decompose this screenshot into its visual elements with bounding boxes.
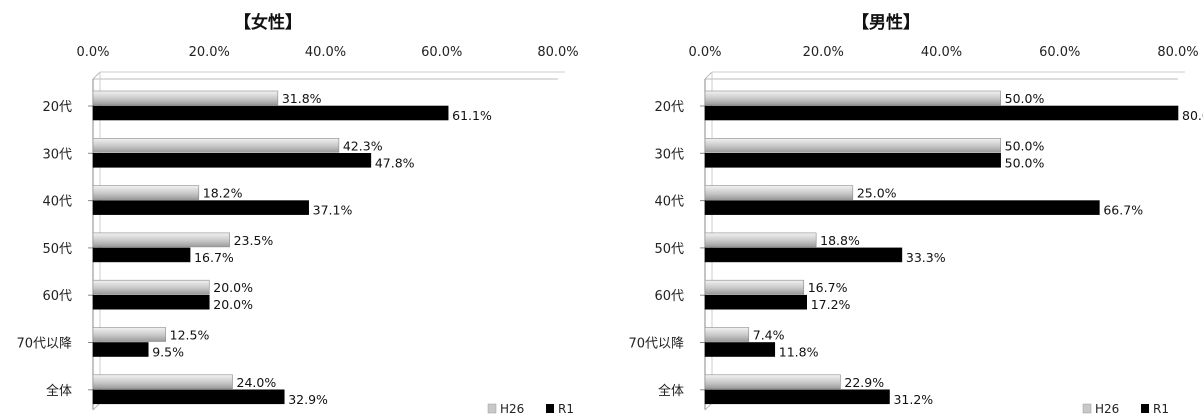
category-label: 70代以降 — [628, 337, 684, 352]
bar-r1 — [92, 153, 372, 168]
legend-label-h26: H26 — [500, 402, 524, 416]
data-label-r1: 37.1% — [313, 203, 353, 218]
plot-corner-edge — [92, 71, 101, 80]
data-label-h26: 18.2% — [203, 186, 243, 201]
bar-h26 — [704, 327, 750, 342]
data-label-h26: 12.5% — [170, 328, 210, 343]
plot-bottom-corner — [704, 402, 713, 411]
legend-label-h26: H26 — [1095, 402, 1119, 416]
category-label: 40代 — [654, 195, 684, 210]
data-label-r1: 50.0% — [1005, 155, 1045, 170]
data-label-h26: 42.3% — [343, 138, 383, 153]
chart-title: 【女性】 — [234, 12, 302, 33]
category-label: 40代 — [42, 195, 72, 210]
x-tick-label: 60.0% — [1039, 45, 1080, 60]
category-label: 70代以降 — [16, 337, 72, 352]
x-tick-label: 60.0% — [421, 45, 462, 60]
plot-bottom-corner — [92, 402, 101, 411]
legend-swatch-r1 — [546, 404, 554, 413]
bar-h26 — [92, 327, 166, 342]
data-label-h26: 18.8% — [820, 233, 860, 248]
bar-h26 — [704, 374, 841, 390]
data-label-r1: 33.3% — [906, 250, 946, 265]
data-label-r1: 9.5% — [152, 345, 184, 360]
category-label: 60代 — [42, 289, 72, 304]
bar-r1 — [704, 294, 807, 310]
bar-h26 — [92, 232, 230, 248]
x-tick-label: 80.0% — [537, 45, 578, 60]
category-label: 30代 — [42, 147, 72, 162]
plot-corner-edge — [704, 71, 713, 80]
bar-h26 — [704, 185, 854, 200]
bar-h26 — [92, 90, 279, 106]
bar-h26 — [704, 232, 817, 248]
category-label: 全体 — [46, 383, 72, 399]
legend-swatch-r1 — [1141, 404, 1149, 413]
data-label-r1: 80.0% — [1182, 108, 1203, 123]
bar-r1 — [92, 342, 149, 357]
bar-r1 — [92, 200, 309, 215]
bar-r1 — [704, 247, 903, 263]
bar-r1 — [704, 153, 1001, 168]
chart-title: 【男性】 — [852, 12, 920, 33]
x-tick-label: 20.0% — [189, 45, 230, 60]
legend-swatch-h26 — [1082, 403, 1092, 414]
data-label-r1: 47.8% — [375, 155, 415, 170]
data-label-h26: 25.0% — [857, 186, 897, 201]
data-label-r1: 61.1% — [452, 108, 492, 123]
legend-label-r1: R1 — [1153, 402, 1169, 416]
bar-h26 — [92, 138, 340, 153]
category-label: 全体 — [658, 383, 684, 399]
x-tick-label: 20.0% — [803, 45, 844, 60]
data-label-h26: 7.4% — [753, 328, 785, 343]
bar-h26 — [92, 374, 233, 390]
data-label-r1: 17.2% — [811, 297, 851, 312]
data-label-r1: 20.0% — [213, 297, 253, 312]
bar-r1 — [704, 200, 1100, 215]
data-label-h26: 50.0% — [1005, 91, 1045, 106]
bar-h26 — [92, 185, 200, 200]
legend-label-r1: R1 — [558, 402, 574, 416]
bar-r1 — [704, 389, 890, 405]
data-label-h26: 20.0% — [213, 280, 253, 295]
data-label-h26: 16.7% — [808, 280, 848, 295]
data-label-r1: 31.2% — [893, 392, 933, 407]
bar-h26 — [704, 138, 1001, 153]
data-label-h26: 24.0% — [237, 375, 277, 390]
chart-male: 【男性】 0.0% 20.0% 40.0% 60.0% 80.0% 20代 50.0% 80.0… — [628, 12, 1203, 416]
bar-r1 — [92, 105, 449, 121]
chart-female: 【女性】 0.0% 20.0% 40.0% 60.0% 80.0% 20代 31.8% 61.1… — [16, 12, 578, 416]
bar-r1 — [92, 389, 285, 405]
data-label-h26: 50.0% — [1005, 138, 1045, 153]
x-tick-label: 0.0% — [688, 45, 721, 60]
data-label-r1: 32.9% — [288, 392, 328, 407]
data-label-h26: 23.5% — [234, 233, 274, 248]
x-tick-label: 0.0% — [76, 45, 109, 60]
category-label: 30代 — [654, 147, 684, 162]
data-label-r1: 11.8% — [779, 345, 819, 360]
bar-r1 — [704, 105, 1179, 121]
x-tick-label: 40.0% — [305, 45, 346, 60]
data-label-h26: 22.9% — [844, 375, 884, 390]
category-label: 50代 — [654, 242, 684, 257]
bar-r1 — [92, 294, 210, 310]
data-label-h26: 31.8% — [282, 91, 322, 106]
category-label: 20代 — [42, 100, 72, 115]
legend-swatch-h26 — [487, 403, 497, 414]
category-label: 60代 — [654, 289, 684, 304]
bar-r1 — [704, 342, 776, 357]
bar-r1 — [92, 247, 191, 263]
data-label-r1: 66.7% — [1103, 203, 1143, 218]
data-label-r1: 16.7% — [194, 250, 234, 265]
x-tick-label: 40.0% — [921, 45, 962, 60]
category-label: 50代 — [42, 242, 72, 257]
bar-h26 — [704, 279, 805, 295]
bar-h26 — [92, 279, 210, 295]
bar-h26 — [704, 90, 1001, 106]
category-label: 20代 — [654, 100, 684, 115]
x-tick-label: 80.0% — [1157, 45, 1198, 60]
